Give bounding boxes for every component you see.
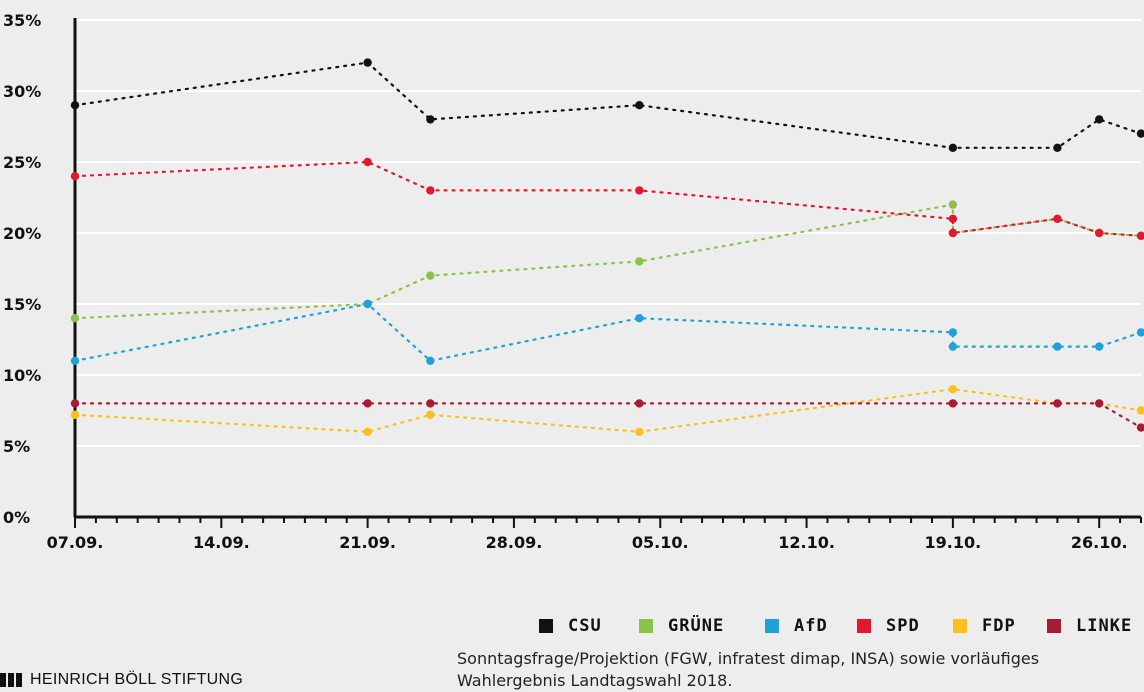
source-line-2: Wahlergebnis Landtagswahl 2018.: [457, 671, 733, 690]
data-point-afd: [1136, 328, 1144, 337]
data-point-linke: [426, 399, 435, 408]
legend-swatch-gruene: [639, 619, 653, 633]
x-tick-label: 07.09.: [47, 533, 104, 552]
data-point-csu: [948, 143, 958, 152]
y-tick-label: 10%: [3, 366, 41, 385]
legend-swatch-spd: [857, 619, 871, 633]
legend-item-afd: AfD: [765, 614, 828, 638]
data-point-csu: [635, 101, 644, 110]
brand-bars-icon: [0, 673, 24, 687]
data-point-csu: [1053, 143, 1062, 152]
data-point-spd: [1136, 231, 1144, 241]
legend-item-csu: CSU: [539, 614, 602, 638]
series-line-csu: [73, 61, 1143, 149]
data-point-spd: [948, 228, 958, 238]
data-point-afd: [1094, 342, 1104, 351]
legend-item-fdp: FDP: [953, 614, 1016, 638]
y-tick-label: 15%: [3, 295, 41, 314]
data-point-csu: [1136, 129, 1144, 138]
data-point-spd: [1053, 214, 1062, 223]
y-tick-label: 30%: [3, 82, 41, 101]
data-point-fdp: [948, 385, 958, 394]
data-point-spd: [70, 172, 80, 181]
y-tick-label: 20%: [3, 224, 41, 243]
data-point-linke: [1094, 399, 1104, 408]
data-point-afd: [363, 299, 372, 309]
series-line-linke: [73, 402, 1143, 429]
data-point-spd: [426, 186, 435, 195]
x-tick-label: 05.10.: [632, 533, 689, 552]
data-point-fdp: [1136, 406, 1144, 415]
data-point-grne: [635, 257, 644, 266]
data-point-linke: [948, 399, 958, 408]
data-point-afd: [948, 342, 958, 351]
data-point-linke: [70, 399, 80, 408]
legend-label-linke: LINKE: [1076, 616, 1133, 636]
brand-name: HEINRICH BÖLL STIFTUNG: [30, 671, 244, 688]
data-point-fdp: [70, 410, 80, 419]
data-point-linke: [1136, 423, 1144, 432]
legend-item-gruene: GRÜNE: [639, 614, 724, 638]
poll-line-chart: 0% 5% 10% 15% 20% 25% 30% 35% 07.09. 14.09. 21.09.…: [3, 11, 1144, 552]
x-tick-label: 12.10.: [778, 533, 835, 552]
legend-swatch-linke: [1047, 619, 1061, 633]
data-point-afd: [1053, 342, 1062, 351]
source-note: Sonntagsfrage/Projektion (FGW, infratest…: [457, 648, 1137, 692]
data-point-csu: [1094, 115, 1104, 124]
y-tick-label: 5%: [3, 437, 30, 456]
series-line-grne: [73, 203, 1143, 320]
legend-label-fdp: FDP: [982, 616, 1016, 636]
series-line-fdp: [73, 388, 1143, 433]
x-tick-label: 19.10.: [925, 533, 982, 552]
legend-item-linke: LINKE: [1047, 614, 1132, 638]
data-point-linke: [1053, 399, 1062, 408]
legend-swatch-afd: [765, 619, 779, 633]
data-point-csu: [426, 115, 435, 124]
legend-swatch-fdp: [953, 619, 967, 633]
data-point-linke: [635, 399, 644, 408]
legend-label-csu: CSU: [568, 616, 602, 636]
legend-swatch-csu: [539, 619, 553, 633]
legend-label-afd: AfD: [794, 616, 828, 636]
data-point-grne: [426, 271, 435, 280]
data-point-spd: [363, 157, 372, 167]
data-point-spd: [948, 214, 958, 223]
data-point-spd: [635, 186, 644, 195]
x-tick-label: 21.09.: [339, 533, 396, 552]
data-point-linke: [363, 399, 372, 408]
brand-logo: HEINRICH BÖLL STIFTUNG: [0, 670, 243, 690]
y-tick-label: 0%: [3, 508, 30, 527]
data-point-grne: [948, 200, 958, 209]
series-line-afd: [73, 302, 1143, 362]
y-tick-label: 35%: [3, 11, 41, 30]
data-point-afd: [70, 356, 80, 365]
data-point-fdp: [363, 427, 372, 436]
data-point-afd: [426, 356, 435, 365]
data-point-csu: [70, 101, 80, 110]
x-tick-label: 26.10.: [1071, 533, 1128, 552]
data-point-csu: [363, 58, 372, 67]
data-point-fdp: [426, 410, 435, 419]
data-point-afd: [948, 328, 958, 337]
x-tick-label: 14.09.: [193, 533, 250, 552]
y-tick-label: 25%: [3, 153, 41, 172]
legend-item-spd: SPD: [857, 614, 920, 638]
data-point-fdp: [635, 427, 644, 436]
data-point-spd: [1094, 228, 1104, 238]
data-point-afd: [635, 314, 644, 323]
x-tick-label: 28.09.: [486, 533, 543, 552]
series-line-spd: [73, 160, 1143, 237]
legend-label-gruene: GRÜNE: [668, 616, 725, 636]
legend-label-spd: SPD: [886, 616, 920, 636]
data-point-grne: [70, 314, 80, 323]
legend: CSU GRÜNE AfD SPD FDP LINKE: [0, 614, 1144, 638]
source-line-1: Sonntagsfrage/Projektion (FGW, infratest…: [457, 649, 1040, 668]
